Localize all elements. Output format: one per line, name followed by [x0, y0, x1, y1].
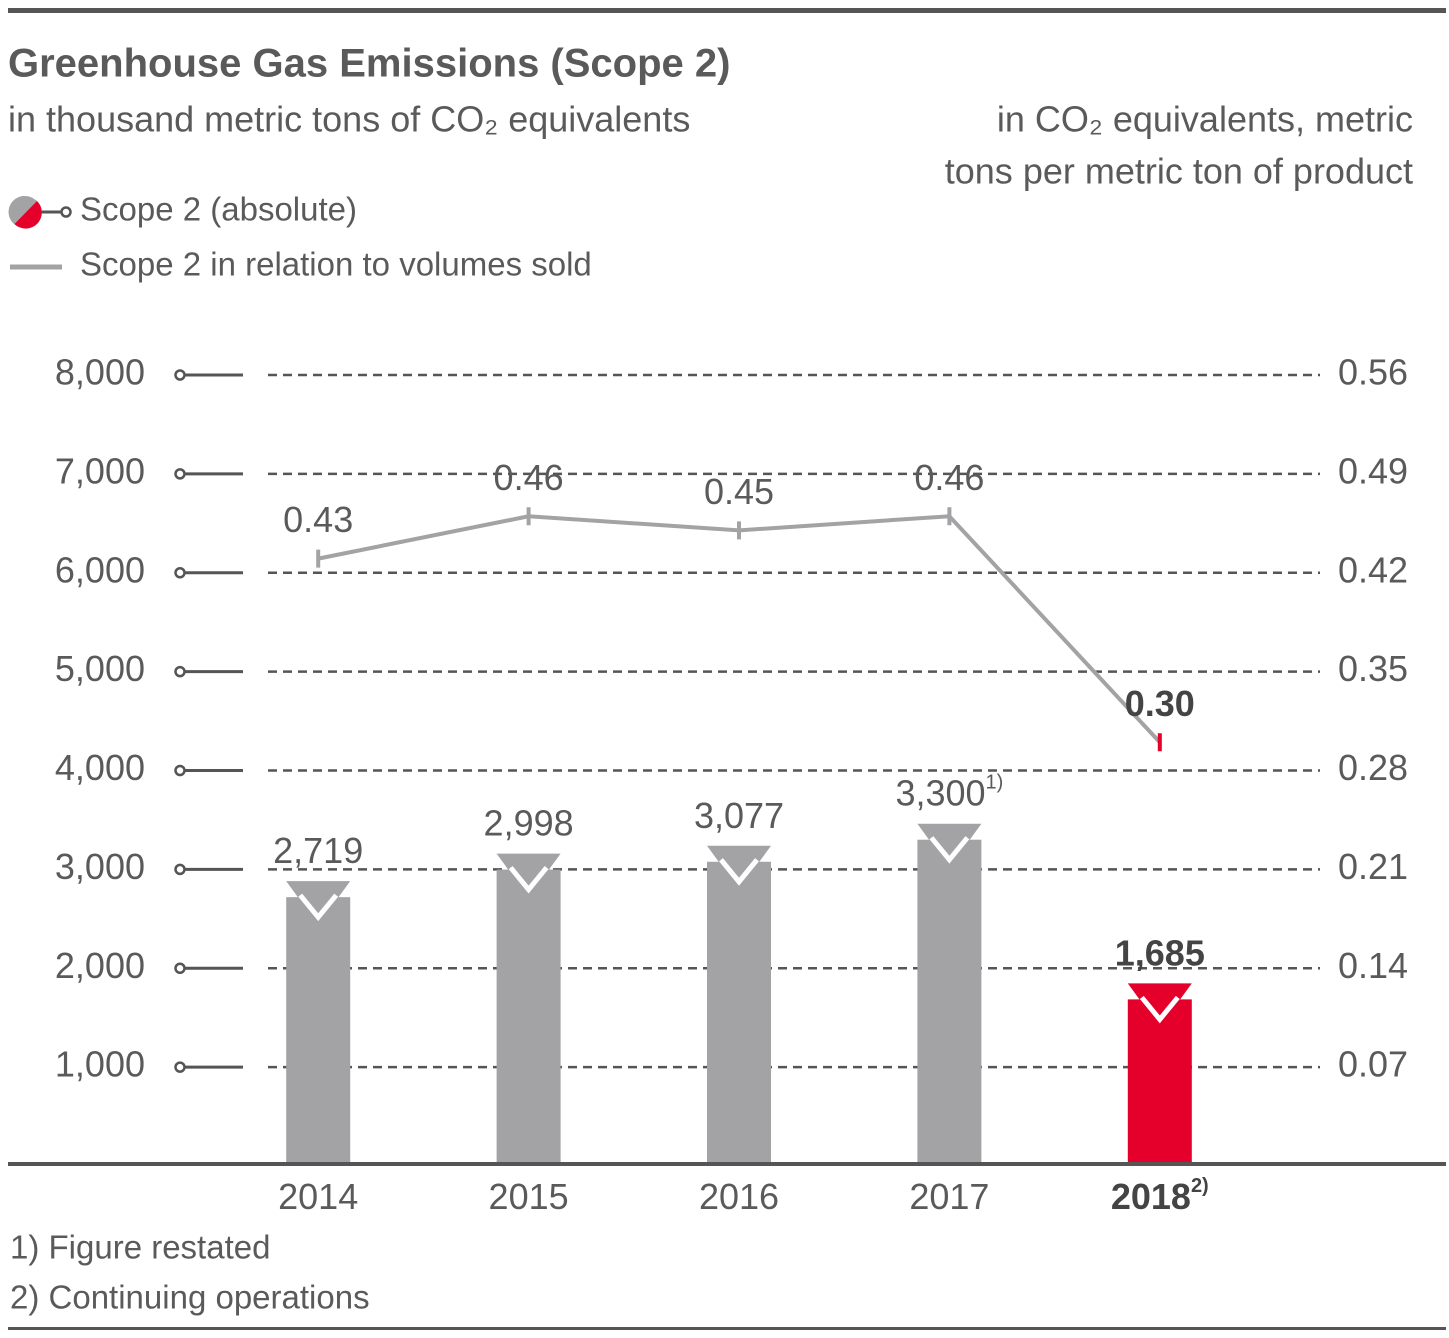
value-label: 2,719	[273, 830, 363, 871]
bar-marker	[719, 858, 759, 886]
y-tick-label: 6,000	[55, 549, 145, 590]
value-label: 1,685	[1115, 932, 1205, 973]
bar	[286, 897, 351, 1166]
y2-tick-label: 0.07	[1338, 1044, 1408, 1085]
value-label: 3,3001)	[895, 772, 1003, 813]
bar-marker	[1139, 995, 1180, 1024]
tick-mark	[174, 567, 186, 579]
legend-label: Scope 2 (absolute)	[80, 191, 357, 228]
x-tick-label: 2016	[699, 1176, 779, 1217]
value-label: 3,300	[895, 772, 985, 813]
y2-tick-label: 0.49	[1338, 450, 1408, 491]
chart-title: Greenhouse Gas Emissions (Scope 2)	[8, 42, 730, 86]
bar-marker	[1127, 983, 1192, 1028]
y2-tick-label: 0.28	[1338, 747, 1408, 788]
value-label: 0.43	[283, 499, 353, 540]
tick-mark	[174, 665, 186, 678]
value-label-note: 1)	[986, 772, 1004, 794]
x-tick-label: 2015	[489, 1176, 569, 1217]
x-axis	[8, 1162, 1446, 1166]
legend-marker	[14, 201, 42, 229]
value-label: 0.46	[914, 457, 984, 498]
x-tick-label: 2016	[699, 1176, 779, 1217]
legend-marker	[60, 206, 72, 218]
value-label: 2,719	[273, 830, 363, 871]
bar-marker	[298, 893, 339, 922]
value-label: 0.46	[494, 457, 564, 498]
y-tick-label: 8,000	[55, 352, 145, 393]
value-label: 3,077	[694, 794, 784, 835]
y-axis-label: in thousand metric tons of CO₂ equivalen…	[8, 99, 690, 140]
y2-tick-label: 0.21	[1338, 846, 1408, 887]
tick-mark	[174, 369, 186, 381]
tick-mark	[174, 962, 186, 974]
y2-tick-label: 0.42	[1338, 549, 1408, 590]
bar-marker	[917, 823, 982, 868]
x-tick-label: 2015	[489, 1176, 569, 1217]
bar-marker	[496, 853, 561, 898]
x-tick-note: 2)	[1191, 1175, 1209, 1197]
x-tick-label: 2014	[278, 1176, 358, 1217]
top-rule	[8, 8, 1446, 13]
y2-tick-label: 0.35	[1338, 648, 1408, 689]
x-tick-label: 2018	[1111, 1176, 1191, 1217]
bar	[917, 839, 982, 1166]
legend: Scope 2 (absolute) Scope 2 in relation t…	[8, 191, 592, 283]
y-tick-label: 4,000	[55, 747, 145, 788]
x-tick-label: 2014	[278, 1176, 358, 1217]
y2-axis-label: in CO₂ equivalents, metric	[997, 99, 1413, 140]
y-tick-label: 3,000	[55, 846, 145, 887]
bar-marker	[286, 881, 351, 926]
y-tick-label: 2,000	[55, 945, 145, 986]
bar-marker	[929, 836, 970, 864]
line	[317, 514, 1162, 744]
bar-marker	[508, 865, 549, 894]
value-label: 2,998	[484, 802, 574, 843]
legend-label: Scope 2 in relation to volumes sold	[80, 246, 592, 283]
tick-mark	[174, 863, 186, 876]
value-label: 1,685	[1115, 932, 1205, 973]
y-tick-label: 5,000	[55, 648, 145, 689]
value-label: 0.45	[704, 471, 774, 512]
y-tick-label: 7,000	[55, 450, 145, 491]
x-tick-label: 2017	[909, 1176, 989, 1217]
value-label: 0.30	[1125, 683, 1195, 724]
y2-axis-label: tons per metric ton of product	[945, 151, 1413, 192]
x-tick-label: 20182)	[1111, 1175, 1209, 1216]
bottom-rule	[8, 1327, 1446, 1330]
bar	[496, 869, 561, 1166]
y2-tick-label: 0.14	[1338, 945, 1408, 986]
value-label: 2,998	[484, 802, 574, 843]
value-label: 3,077	[694, 794, 784, 835]
y-tick-label: 1,000	[55, 1044, 145, 1085]
tick-mark	[174, 1061, 186, 1073]
tick-mark	[174, 468, 186, 480]
footnote: 1) Figure restated	[10, 1229, 270, 1266]
bar-marker	[707, 845, 771, 890]
x-tick-label: 2017	[909, 1176, 989, 1217]
tick-mark	[174, 764, 186, 777]
footnote: 2) Continuing operations	[10, 1279, 370, 1316]
bar	[707, 861, 771, 1166]
y2-tick-label: 0.56	[1338, 352, 1408, 393]
